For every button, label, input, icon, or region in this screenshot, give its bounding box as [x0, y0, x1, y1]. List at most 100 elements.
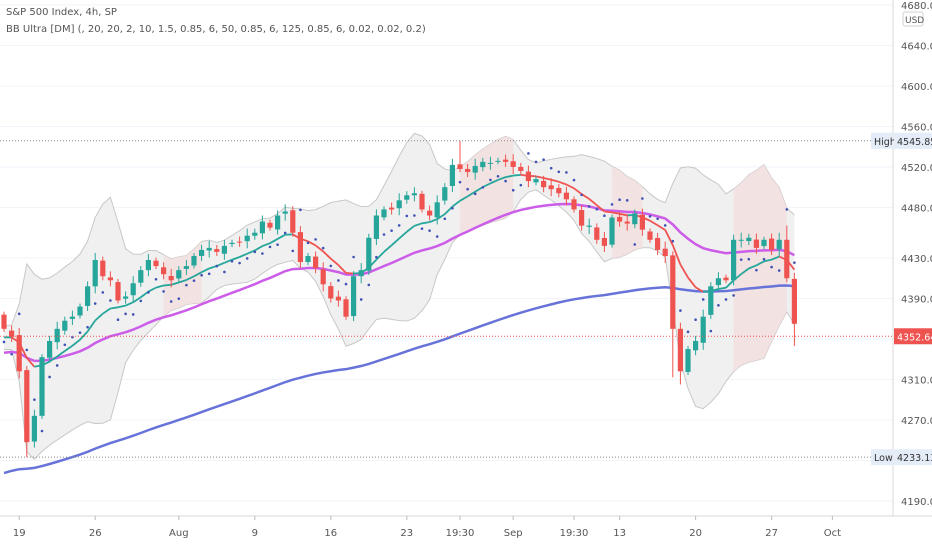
symbol-title: S&P 500 Index, 4h, SP — [6, 4, 426, 21]
sar-dot — [223, 271, 226, 274]
price-tick-label: 4270.00 — [901, 416, 932, 427]
candle-body — [435, 202, 440, 217]
sar-dot — [793, 261, 796, 264]
sar-dot — [672, 240, 675, 243]
candle-body — [100, 261, 105, 277]
candle-body — [571, 199, 576, 209]
candle-body — [746, 238, 751, 241]
sar-dot — [193, 279, 196, 282]
sar-dot — [79, 331, 82, 334]
legend: S&P 500 Index, 4h, SP BB Ultra [DM] (, 2… — [6, 4, 426, 38]
candle-body — [792, 279, 797, 324]
sar-dot — [18, 313, 21, 316]
time-tick-label: 16 — [324, 528, 337, 539]
candle-body — [290, 210, 295, 232]
candle-body — [442, 187, 447, 200]
sar-dot — [170, 300, 173, 303]
sar-dot — [330, 265, 333, 268]
sar-dot — [421, 227, 424, 230]
candle-body — [427, 211, 432, 216]
candle-body — [503, 160, 508, 162]
sar-dot — [147, 291, 150, 294]
candle-body — [153, 261, 158, 266]
time-tick-label: 13 — [613, 528, 626, 539]
ma-short-segment — [604, 211, 612, 212]
sar-dot — [763, 258, 766, 261]
candle-body — [169, 276, 174, 280]
candle-body — [39, 357, 44, 416]
candle-body — [731, 240, 736, 280]
bollinger-bands — [4, 133, 794, 459]
sar-dot — [406, 215, 409, 218]
ma-short-segment — [422, 222, 430, 223]
sar-dot — [231, 260, 234, 263]
sar-dot — [649, 215, 652, 218]
price-tick-label: 4520.00 — [901, 163, 932, 174]
sar-dot — [375, 256, 378, 259]
sar-dot — [725, 298, 728, 301]
candle-body — [305, 256, 310, 262]
candle-body — [617, 217, 622, 222]
candle-body — [777, 240, 782, 250]
candle-body — [465, 169, 470, 172]
candle-body — [670, 255, 675, 328]
sar-dot — [641, 197, 644, 200]
candle-body — [488, 163, 493, 164]
candle-body — [579, 210, 584, 226]
sar-dot — [717, 304, 720, 307]
time-tick-label: Sep — [504, 528, 523, 539]
candle-body — [655, 238, 660, 250]
sar-dot — [755, 269, 758, 272]
candle-body — [283, 211, 288, 213]
candle-body — [587, 226, 592, 227]
candle-body — [549, 185, 554, 189]
candle-body — [450, 165, 455, 186]
candle-body — [609, 218, 614, 245]
candle-body — [47, 341, 52, 358]
sar-dot — [200, 274, 203, 277]
sar-dot — [459, 181, 462, 184]
sar-dot — [679, 309, 682, 312]
sar-dot — [216, 265, 219, 268]
sar-dot — [337, 279, 340, 282]
sar-dot — [436, 235, 439, 238]
sar-dot — [603, 214, 606, 217]
candle-body — [723, 278, 728, 281]
candle-body — [602, 238, 607, 246]
candle-body — [176, 270, 181, 278]
candle-body — [693, 341, 698, 350]
sar-dot — [117, 318, 120, 321]
candle-body — [374, 216, 379, 239]
sar-dot — [261, 252, 264, 255]
candle-body — [389, 208, 394, 210]
candle-body — [685, 349, 690, 372]
candle-body — [739, 240, 744, 241]
candle-body — [412, 193, 417, 195]
sar-dot — [178, 297, 181, 300]
candle-body — [260, 222, 265, 234]
candle-body — [237, 242, 242, 243]
sar-dot — [428, 229, 431, 232]
candle-body — [222, 246, 227, 254]
sar-dot — [314, 238, 317, 241]
sar-dot — [778, 269, 781, 272]
sar-dot — [132, 313, 135, 316]
band-fill — [4, 133, 794, 459]
sar-dot — [770, 266, 773, 269]
candle-body — [404, 195, 409, 199]
sar-dot — [520, 184, 523, 187]
candle-body — [245, 236, 250, 241]
candle-body — [17, 335, 22, 371]
ma-short-segment — [513, 175, 521, 176]
time-tick-label: 23 — [400, 528, 413, 539]
sar-dot — [550, 167, 553, 170]
sar-dot — [664, 224, 667, 227]
candle-body — [328, 286, 333, 298]
sar-dot — [656, 217, 659, 220]
candle-body — [647, 231, 652, 239]
price-tick-label: 4680.00 — [901, 1, 932, 12]
candle-body — [366, 238, 371, 271]
sar-dot — [322, 247, 325, 250]
